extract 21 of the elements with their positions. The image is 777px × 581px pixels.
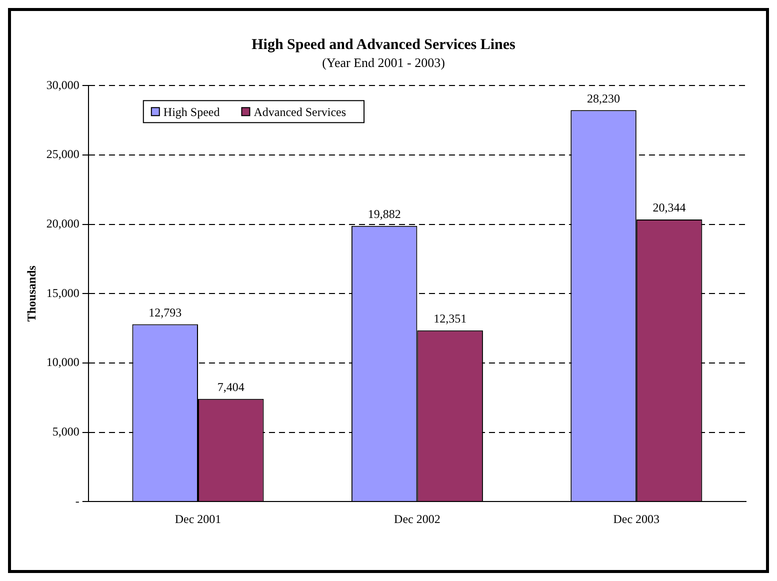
legend-label: High Speed — [163, 104, 220, 119]
y-axis-title: Thousands — [24, 265, 38, 322]
y-tick-label: - — [75, 494, 80, 508]
data-label: 28,230 — [587, 91, 620, 106]
data-label: 12,793 — [148, 305, 182, 320]
data-label: 12,351 — [434, 311, 467, 326]
x-tick-label: Dec 2001 — [174, 512, 222, 526]
y-tick-label: 15,000 — [46, 286, 80, 300]
data-label: 19,882 — [368, 207, 401, 222]
y-tick-label: 20,000 — [46, 216, 80, 230]
x-tick-label: Dec 2002 — [394, 512, 440, 526]
legend-label: Advanced Services — [254, 104, 346, 119]
y-tick-label: 10,000 — [46, 355, 80, 370]
chart-title: High Speed and Advanced Services Lines — [252, 36, 516, 53]
y-tick-label: 5,000 — [52, 424, 80, 438]
chart-subtitle: (Year End 2001 - 2003) — [322, 55, 445, 70]
data-label: 20,344 — [652, 200, 686, 215]
x-tick-label: Dec 2003 — [613, 512, 660, 526]
y-tick-label: 25,000 — [46, 147, 80, 162]
y-tick-label: 30,000 — [46, 78, 80, 92]
data-label: 7,404 — [217, 380, 244, 394]
